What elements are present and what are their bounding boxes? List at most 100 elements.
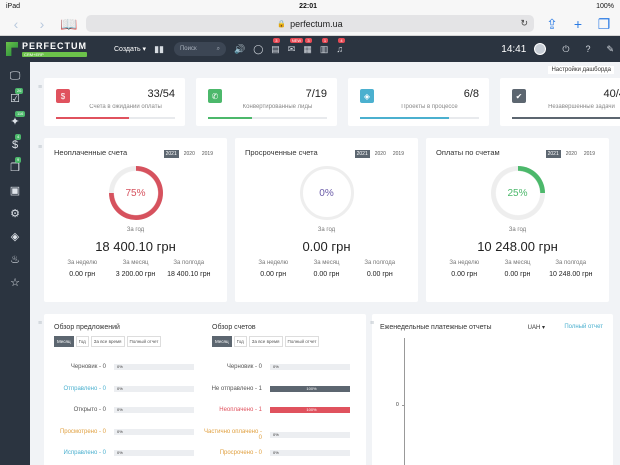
share-icon[interactable]: ⇪ — [546, 15, 558, 32]
full-report-link[interactable]: Полный отчет — [564, 324, 603, 330]
year-button[interactable]: 2021 — [163, 150, 179, 158]
star-icon[interactable]: ☆ — [10, 277, 20, 289]
search-input[interactable]: Поиск ⌕ — [173, 42, 226, 56]
filter-button[interactable]: За все время — [90, 336, 125, 347]
sub-amount: За неделю 0.00 грн — [56, 260, 108, 279]
kpi-value: 6/8 — [463, 88, 479, 100]
back-icon[interactable]: ‹ — [13, 15, 19, 32]
forward-icon[interactable]: › — [39, 15, 45, 32]
sub-amount-label: За неделю — [449, 260, 480, 266]
status-percent: 0% — [117, 364, 123, 369]
status-percent: 0% — [117, 450, 123, 455]
bell-badge: 4 — [338, 38, 345, 43]
year-button[interactable]: 2019 — [583, 151, 595, 157]
status-row: Черновик - 0 0% — [44, 364, 194, 370]
kpi-card: ◈ 6/8 Проекты в процессе — [348, 78, 489, 126]
mail-icon[interactable]: ✉ NEW — [287, 37, 304, 54]
bolt-icon[interactable]: ✦ 116 — [10, 111, 26, 128]
status-bar: 0% — [270, 450, 350, 456]
ios-clock: 22:01 — [299, 2, 317, 10]
year-button[interactable]: 2020 — [565, 151, 577, 157]
kpi-icon: ✆ — [208, 89, 222, 103]
fire-icon[interactable]: ♨ — [10, 254, 20, 266]
status-name: Черновик - 0 — [226, 364, 262, 370]
drag-handle-icon[interactable]: ≡ — [370, 320, 375, 327]
status-name: Частично оплачено - 0 — [204, 428, 262, 441]
year-button[interactable]: 2020 — [374, 151, 386, 157]
year-button[interactable]: 2020 — [183, 151, 195, 157]
bookmarks-icon[interactable]: 📖 — [60, 15, 78, 32]
filter-button[interactable]: Месяц — [212, 336, 232, 347]
status-row: Неоплачено - 1 100% — [200, 407, 350, 413]
gear-icon[interactable]: ⚙ — [10, 208, 20, 220]
status-bar: 100% — [270, 407, 350, 413]
logo-subtitle: CRM+ERP — [22, 52, 87, 57]
invoices-title: Обзор счетов — [212, 324, 256, 331]
status-row: Просмотрено - 0 0% — [44, 428, 194, 435]
drag-handle-icon[interactable]: ≡ — [38, 84, 43, 91]
tabs-icon[interactable]: ❐ — [597, 15, 611, 32]
battery-label: 100% — [596, 2, 614, 10]
year-filter: 2021 2020 2019 — [163, 150, 215, 158]
filter-button[interactable]: Месяц — [54, 336, 74, 347]
chat-icon[interactable]: ◯ — [253, 43, 264, 54]
tasks-icon[interactable]: ▤ 3 — [271, 37, 280, 54]
dollar-icon[interactable]: $4 — [11, 134, 22, 151]
monitor-icon[interactable]: 🖵 — [9, 70, 21, 82]
status-row: Открыто - 0 0% — [44, 407, 194, 413]
filter-button[interactable]: За все время — [248, 336, 283, 347]
sub-amount-value: 0.00 грн — [451, 271, 478, 278]
ios-status-bar: iPad 22:01 100% — [0, 0, 620, 12]
avatar[interactable] — [534, 43, 547, 55]
wrench-icon[interactable]: ✎ — [606, 43, 614, 54]
kpi-progress-fill — [512, 117, 620, 119]
logo[interactable]: PERFECTUM CRM+ERP — [6, 41, 106, 57]
sub-amount: За неделю 0.00 грн — [247, 260, 299, 279]
filter-button[interactable]: Полный отчет — [284, 336, 320, 347]
briefcase-icon[interactable]: ▣ — [9, 185, 21, 197]
status-bar: 0% — [114, 450, 194, 456]
chart-y-axis — [404, 338, 405, 465]
documents-icon[interactable]: ▥ 1 — [319, 37, 329, 54]
filter-button[interactable]: Год — [233, 336, 247, 347]
card-title: Оплаты по счетам — [436, 148, 500, 157]
sub-amount-label: За полгода — [364, 260, 396, 266]
copy-icon[interactable]: ❐ 9 — [10, 157, 22, 174]
sub-amount-value: 0.00 грн — [504, 271, 531, 278]
status-name: Черновик - 0 — [70, 364, 106, 370]
layers-icon[interactable]: ◈ — [10, 231, 20, 243]
bell-icon[interactable]: ♫ 4 — [336, 38, 345, 54]
year-button[interactable]: 2021 — [354, 150, 370, 158]
checklist-icon[interactable]: ☑ 26 — [10, 88, 24, 105]
year-button[interactable]: 2019 — [201, 151, 213, 157]
calendar-icon[interactable]: ▦ 3 — [303, 37, 312, 54]
tasks-badge: 3 — [273, 37, 280, 43]
drag-handle-icon[interactable]: ≡ — [38, 320, 43, 327]
new-tab-icon[interactable]: + — [573, 15, 583, 32]
status-name: Неоплачено - 1 — [219, 407, 262, 413]
currency-select[interactable]: UAH ▾ — [527, 325, 545, 331]
year-button[interactable]: 2021 — [545, 150, 561, 158]
status-percent: 0% — [117, 428, 123, 434]
progress-ring: 0% — [299, 166, 354, 220]
speaker-icon[interactable]: 🔊 — [233, 43, 246, 54]
address-bar[interactable]: 🔒 perfectum.ua ↻ — [86, 15, 534, 32]
filter-button[interactable]: Полный отчет — [126, 336, 162, 347]
sub-amount: За месяц 3 200.00 грн — [109, 260, 161, 279]
reload-icon[interactable]: ↻ — [520, 18, 528, 28]
summary-card: Неоплаченные счета 2021 2020 2019 75% За год 1… — [44, 138, 227, 302]
stats-icon[interactable]: ▮▮ — [154, 43, 164, 54]
create-menu-button[interactable]: Создать ▾ — [114, 46, 147, 53]
status-row: Не отправлено - 1 100% — [200, 385, 350, 392]
help-icon[interactable]: ? — [585, 44, 591, 54]
period-label: За год — [508, 227, 527, 233]
status-row: Частично оплачено - 0 0% — [200, 429, 350, 441]
status-row: Отправлено - 0 0% — [44, 385, 194, 392]
status-bar: 0% — [270, 364, 350, 370]
power-icon[interactable]: ⏻ — [562, 43, 570, 54]
year-button[interactable]: 2019 — [392, 151, 404, 157]
kpi-label: Счета в ожидании оплаты — [89, 104, 162, 110]
filter-button[interactable]: Год — [75, 336, 89, 347]
status-bar: 100% — [270, 385, 350, 392]
drag-handle-icon[interactable]: ≡ — [38, 144, 43, 151]
